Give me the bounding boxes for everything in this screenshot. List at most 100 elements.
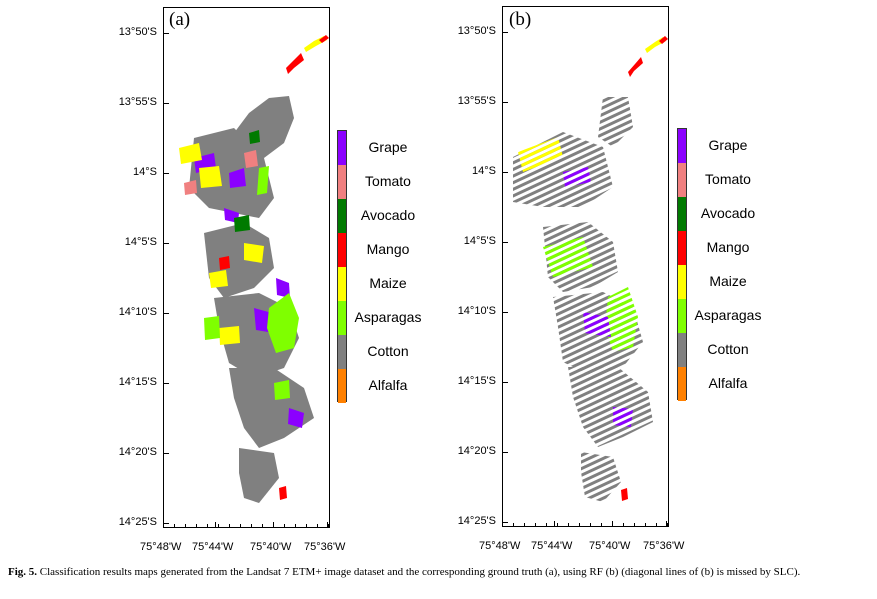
field-tomato [184, 180, 197, 195]
map-b-fields [513, 36, 668, 502]
legend-label-maize: Maize [369, 275, 407, 291]
x-tick-mark [666, 521, 667, 527]
panel-a: (a) 13°50'S 13°55'S 14°S 14°5'S 14°10'S 14°15… [0, 0, 440, 560]
x-minor-tick [623, 523, 624, 527]
x-minor-tick [240, 524, 241, 528]
field-mango [319, 35, 329, 43]
y-tick-mark [502, 452, 508, 453]
map-a-fields [179, 35, 329, 503]
y-tick-label: 14°10'S [118, 306, 157, 318]
y-tick-mark [502, 382, 508, 383]
field-grape [276, 278, 290, 298]
field-grape [229, 168, 246, 188]
x-tick-mark [327, 522, 328, 528]
field-cotton [229, 368, 314, 448]
legend-label-asparagas: Asparagas [694, 307, 762, 323]
y-tick-label: 14°5'S [463, 235, 496, 247]
x-minor-tick [557, 523, 558, 527]
x-tick-mark [163, 522, 164, 528]
y-tick-label: 14°S [472, 165, 496, 177]
field-maize [199, 166, 222, 188]
y-tick-label: 13°55'S [457, 95, 496, 107]
field-asparagas [204, 316, 220, 340]
legend-label-tomato: Tomato [365, 173, 411, 189]
field-avocado [249, 130, 260, 144]
legend-swatch-alfalfa [338, 369, 346, 403]
legend-label-alfalfa: Alfalfa [708, 375, 748, 391]
y-tick-mark [163, 383, 169, 384]
y-tick-label: 14°15'S [118, 376, 157, 388]
y-tick-label: 13°50'S [457, 25, 496, 37]
x-minor-tick [579, 523, 580, 527]
field-maize [244, 243, 264, 263]
y-tick-mark [163, 453, 169, 454]
field-grape [583, 312, 611, 337]
x-tick-label: 75°44'W [192, 541, 234, 553]
x-tick-label: 75°40'W [250, 541, 292, 553]
field-cotton [581, 452, 621, 502]
y-tick-mark [502, 32, 508, 33]
x-minor-tick [185, 524, 186, 528]
x-minor-tick [207, 524, 208, 528]
y-tick-label: 13°50'S [118, 26, 157, 38]
field-mango [628, 57, 643, 77]
field-cotton [234, 96, 294, 158]
x-minor-tick [196, 524, 197, 528]
y-tick-mark [502, 312, 508, 313]
x-minor-tick [645, 523, 646, 527]
field-cotton [568, 367, 653, 447]
y-tick-mark [163, 313, 169, 314]
legend-swatch-maize [678, 265, 686, 299]
map-frame-a [163, 7, 330, 528]
y-tick-label: 14°5'S [124, 236, 157, 248]
field-asparagas [257, 166, 269, 195]
legend-label-cotton: Cotton [707, 341, 749, 357]
legend-swatch-avocado [678, 197, 686, 231]
x-minor-tick [295, 524, 296, 528]
x-minor-tick [284, 524, 285, 528]
x-minor-tick [634, 523, 635, 527]
field-maize [219, 326, 240, 345]
x-tick-label: 75°44'W [531, 540, 573, 552]
legend-label-mango: Mango [366, 241, 410, 257]
field-asparagas [274, 380, 290, 400]
legend-swatch-avocado [338, 199, 346, 233]
legend-swatch-maize [338, 267, 346, 301]
legend-label-avocado: Avocado [360, 207, 416, 223]
y-tick-mark [163, 173, 169, 174]
classification-map-a [179, 35, 329, 503]
field-mango [279, 486, 287, 500]
x-minor-tick [590, 523, 591, 527]
y-tick-mark [163, 243, 169, 244]
y-tick-mark [502, 242, 508, 243]
x-tick-mark [502, 521, 503, 527]
x-minor-tick [513, 523, 514, 527]
x-minor-tick [612, 523, 613, 527]
x-minor-tick [229, 524, 230, 528]
y-tick-label: 14°10'S [457, 305, 496, 317]
legend-swatch-grape [678, 129, 686, 163]
y-tick-mark [163, 33, 169, 34]
field-grape [288, 408, 304, 428]
y-tick-mark [502, 522, 508, 523]
y-tick-label: 14°25'S [118, 516, 157, 528]
field-maize [518, 137, 563, 172]
y-tick-label: 14°S [133, 166, 157, 178]
field-mango [621, 488, 628, 501]
y-tick-label: 14°15'S [457, 375, 496, 387]
x-tick-label: 75°36'W [304, 541, 346, 553]
panel-label-b: (b) [509, 9, 532, 30]
field-tomato [244, 150, 258, 168]
x-tick-label: 75°36'W [643, 540, 685, 552]
legend-label-tomato: Tomato [705, 171, 751, 187]
legend-swatch-mango [338, 233, 346, 267]
x-minor-tick [328, 524, 329, 528]
y-tick-mark [502, 172, 508, 173]
legend-swatch-asparagas [678, 299, 686, 333]
field-asparagas [543, 237, 593, 277]
legend-colorbar [337, 130, 347, 403]
field-asparagas [267, 293, 299, 353]
x-minor-tick [174, 524, 175, 528]
legend-colorbar [677, 128, 687, 401]
y-tick-label: 14°25'S [457, 515, 496, 527]
